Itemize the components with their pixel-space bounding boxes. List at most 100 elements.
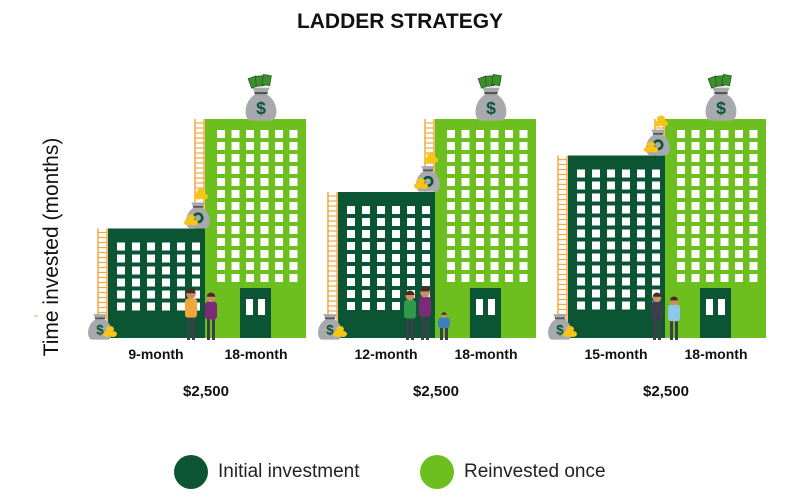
coin bbox=[194, 193, 202, 200]
window bbox=[720, 154, 729, 162]
window bbox=[377, 266, 385, 274]
window bbox=[392, 278, 400, 286]
window bbox=[677, 178, 685, 186]
window bbox=[677, 202, 685, 210]
window bbox=[362, 242, 370, 250]
window bbox=[519, 226, 528, 234]
window bbox=[117, 290, 125, 299]
window bbox=[192, 242, 200, 251]
window bbox=[577, 217, 585, 226]
window bbox=[217, 166, 225, 174]
window bbox=[362, 302, 370, 310]
window bbox=[720, 262, 729, 270]
money-bag-tie bbox=[422, 169, 434, 172]
cash-bills-icon bbox=[707, 73, 732, 89]
window bbox=[691, 214, 700, 222]
window bbox=[476, 226, 484, 234]
window bbox=[275, 154, 283, 162]
window bbox=[637, 253, 645, 262]
window bbox=[519, 238, 528, 246]
window bbox=[706, 238, 714, 246]
window bbox=[275, 238, 283, 246]
window bbox=[192, 290, 200, 299]
window bbox=[461, 226, 470, 234]
window bbox=[490, 262, 499, 270]
window bbox=[362, 230, 370, 238]
window bbox=[720, 274, 729, 282]
window bbox=[519, 166, 528, 174]
coin-stack-icon bbox=[644, 141, 658, 153]
window bbox=[162, 242, 170, 251]
window bbox=[637, 205, 645, 214]
window bbox=[447, 274, 455, 282]
window bbox=[289, 142, 298, 150]
window bbox=[677, 142, 685, 150]
person-man-icon bbox=[185, 288, 197, 340]
window bbox=[652, 277, 660, 286]
window bbox=[519, 154, 528, 162]
window bbox=[407, 230, 415, 238]
hair bbox=[206, 292, 216, 297]
coin bbox=[106, 326, 114, 332]
window bbox=[392, 206, 400, 214]
window bbox=[652, 181, 660, 190]
window bbox=[749, 202, 758, 210]
window bbox=[607, 241, 615, 250]
coin bbox=[190, 219, 198, 226]
coin bbox=[650, 146, 658, 153]
window bbox=[577, 289, 585, 298]
window bbox=[275, 166, 283, 174]
window bbox=[749, 262, 758, 270]
window bbox=[461, 130, 470, 138]
window bbox=[505, 262, 513, 270]
window bbox=[392, 266, 400, 274]
coin bbox=[569, 331, 577, 337]
window bbox=[162, 254, 170, 263]
window bbox=[706, 142, 714, 150]
window bbox=[577, 241, 585, 250]
window bbox=[505, 202, 513, 210]
group-1-initial-building bbox=[108, 228, 205, 338]
window bbox=[422, 254, 430, 262]
window bbox=[519, 250, 528, 258]
window bbox=[260, 130, 269, 138]
window bbox=[246, 214, 254, 222]
window bbox=[275, 190, 283, 198]
window bbox=[362, 206, 370, 214]
window bbox=[720, 238, 729, 246]
window bbox=[505, 274, 513, 282]
window bbox=[231, 130, 240, 138]
window bbox=[735, 130, 743, 138]
window bbox=[637, 301, 645, 310]
window bbox=[720, 202, 729, 210]
window bbox=[231, 226, 240, 234]
window bbox=[677, 250, 685, 258]
window bbox=[260, 202, 269, 210]
window bbox=[422, 230, 430, 238]
window bbox=[749, 214, 758, 222]
window bbox=[691, 274, 700, 282]
window bbox=[231, 274, 240, 282]
window bbox=[476, 262, 484, 270]
window bbox=[706, 130, 714, 138]
window bbox=[652, 241, 660, 250]
window bbox=[231, 262, 240, 270]
window bbox=[706, 262, 714, 270]
window bbox=[347, 278, 355, 286]
window bbox=[231, 214, 240, 222]
window bbox=[677, 226, 685, 234]
window bbox=[505, 214, 513, 222]
window bbox=[505, 190, 513, 198]
leg bbox=[421, 315, 424, 340]
window bbox=[217, 142, 225, 150]
building-body bbox=[338, 192, 435, 338]
window bbox=[592, 217, 600, 226]
window bbox=[637, 241, 645, 250]
coin bbox=[563, 331, 571, 337]
window bbox=[147, 266, 155, 275]
window bbox=[637, 217, 645, 226]
window bbox=[637, 229, 645, 238]
group-2-amount: $2,500 bbox=[413, 383, 459, 400]
window bbox=[246, 142, 254, 150]
window bbox=[592, 229, 600, 238]
